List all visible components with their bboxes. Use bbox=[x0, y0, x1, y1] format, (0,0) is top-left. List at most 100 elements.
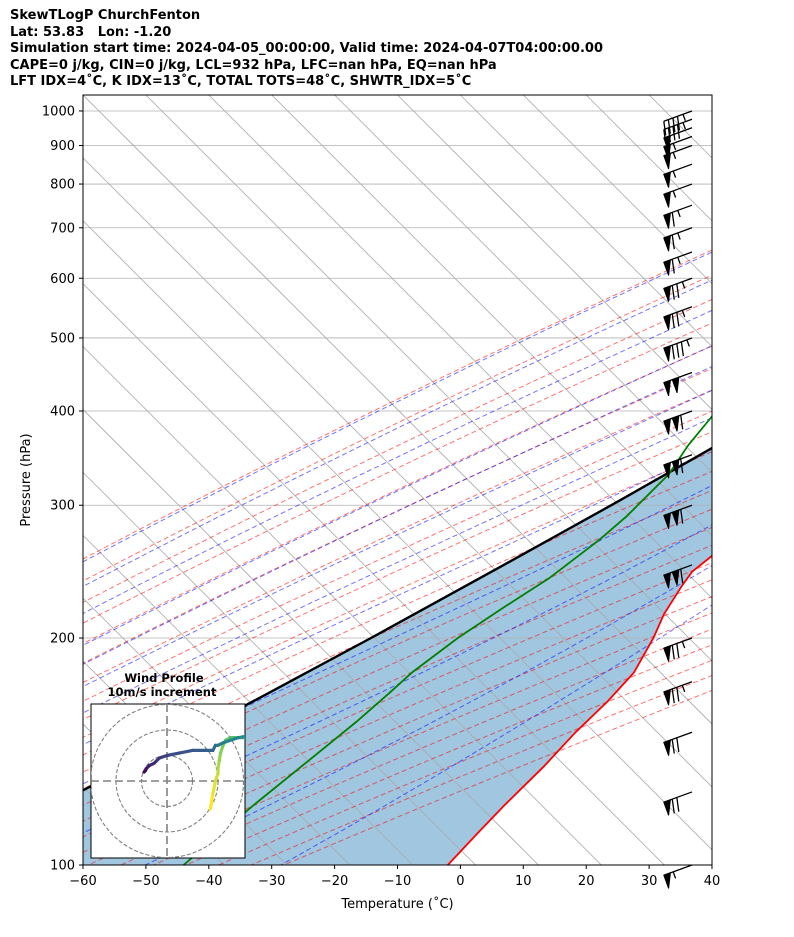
hodograph-segment bbox=[142, 769, 147, 774]
dry-adiabat bbox=[83, 451, 712, 739]
parcel-profile-line bbox=[83, 446, 712, 792]
moist-adiabat bbox=[83, 251, 712, 563]
wind-barb bbox=[663, 227, 693, 252]
isotherm bbox=[83, 283, 665, 865]
y-tick-label: 600 bbox=[50, 272, 75, 287]
hodograph-segment bbox=[211, 779, 218, 796]
isotherm bbox=[83, 157, 712, 788]
wind-barb bbox=[663, 183, 693, 208]
dry-adiabat bbox=[83, 322, 712, 624]
dry-adiabat bbox=[83, 298, 712, 603]
dry-adiabat bbox=[83, 579, 712, 853]
y-tick-label: 700 bbox=[50, 221, 75, 236]
x-axis-label: Temperature (˚C) bbox=[340, 896, 453, 912]
chart-header: SkewTLogP ChurchFenton Lat: 53.83 Lon: -… bbox=[10, 8, 603, 91]
x-tick-label: 20 bbox=[578, 874, 595, 889]
isotherm bbox=[83, 346, 602, 865]
dry-adiabat bbox=[283, 689, 712, 865]
wind-barb bbox=[663, 864, 693, 889]
x-tick-label: 40 bbox=[704, 874, 721, 889]
hodograph-segment bbox=[236, 734, 245, 740]
wind-barb bbox=[663, 454, 693, 479]
moist-adiabat bbox=[83, 345, 712, 646]
wind-barb bbox=[663, 337, 693, 362]
cape-line: CAPE=0 j/kg, CIN=0 j/kg, LCL=932 hPa, LF… bbox=[10, 57, 497, 73]
wind-barb bbox=[663, 110, 693, 136]
wind-barb bbox=[663, 637, 693, 662]
isotherm bbox=[711, 95, 712, 96]
x-tick-label: −50 bbox=[132, 874, 159, 889]
moist-adiabat bbox=[83, 279, 712, 588]
dry-adiabat bbox=[83, 274, 712, 582]
wind-barb bbox=[663, 564, 693, 589]
chart-title: SkewTLogP ChurchFenton bbox=[10, 8, 201, 23]
wind-barb bbox=[663, 410, 693, 435]
dewpoint-line bbox=[183, 414, 712, 865]
wind-barb bbox=[663, 144, 693, 170]
dry-adiabat bbox=[83, 389, 712, 683]
y-tick-label: 300 bbox=[50, 499, 75, 514]
inset-subtitle: 10m/s increment bbox=[108, 685, 217, 699]
y-tick-label: 1000 bbox=[42, 104, 75, 119]
isotherm bbox=[460, 95, 712, 348]
dry-adiabat bbox=[83, 562, 712, 838]
x-tick-label: 30 bbox=[641, 874, 658, 889]
dry-adiabat bbox=[185, 644, 712, 865]
x-tick-label: 0 bbox=[456, 874, 464, 889]
dry-adiabat bbox=[218, 659, 712, 865]
isotherm bbox=[83, 408, 539, 865]
isotherm bbox=[83, 534, 413, 865]
wind-barb bbox=[663, 504, 693, 529]
isotherm bbox=[334, 95, 712, 473]
time-line: Simulation start time: 2024-04-05_00:00:… bbox=[10, 41, 603, 56]
moist-adiabat bbox=[83, 524, 712, 834]
wind-barb bbox=[663, 371, 693, 397]
moist-adiabat bbox=[83, 448, 712, 746]
isotherm bbox=[397, 95, 712, 411]
isotherm bbox=[83, 95, 712, 725]
y-tick-label: 100 bbox=[50, 859, 75, 874]
wind-barb bbox=[663, 204, 693, 229]
hodograph-segment bbox=[221, 736, 240, 745]
x-tick-label: 10 bbox=[515, 874, 532, 889]
y-tick-label: 500 bbox=[50, 331, 75, 346]
hodograph-segment bbox=[208, 792, 215, 811]
isotherm bbox=[523, 95, 712, 285]
moist-adiabat bbox=[83, 365, 712, 665]
wind-barb bbox=[663, 251, 693, 276]
wind-barb bbox=[663, 277, 693, 302]
isotherm bbox=[145, 95, 712, 662]
dry-adiabat bbox=[153, 628, 712, 865]
y-axis-label: Pressure (hPa) bbox=[19, 433, 34, 526]
y-tick-label: 800 bbox=[50, 178, 75, 193]
wind-barb bbox=[663, 306, 693, 331]
inset-title: Wind Profile bbox=[124, 671, 204, 685]
x-tick-label: −40 bbox=[195, 874, 222, 889]
dry-adiabat bbox=[83, 249, 712, 560]
moist-adiabat bbox=[83, 389, 712, 688]
temperature-line bbox=[447, 554, 712, 865]
location-line: Lat: 53.83 Lon: -1.20 bbox=[10, 24, 172, 40]
isotherm bbox=[83, 220, 712, 851]
x-tick-label: −20 bbox=[321, 874, 348, 889]
y-tick-label: 400 bbox=[50, 405, 75, 420]
moist-adiabat bbox=[83, 484, 712, 785]
y-tick-label: 900 bbox=[50, 139, 75, 154]
indices-line: LFT IDX=4˚C, K IDX=13˚C, TOTAL TOTS=48˚C… bbox=[10, 74, 472, 89]
wind-barb bbox=[663, 681, 693, 706]
wind-barb bbox=[663, 731, 693, 756]
hodograph-ring bbox=[91, 704, 245, 858]
isotherm bbox=[208, 95, 712, 599]
hodograph-segment bbox=[178, 748, 195, 755]
x-tick-label: −60 bbox=[69, 874, 96, 889]
hodograph-segment bbox=[165, 751, 182, 758]
y-tick-label: 200 bbox=[50, 632, 75, 647]
isotherm bbox=[83, 471, 476, 865]
wind-barb bbox=[663, 163, 693, 188]
dry-adiabat bbox=[83, 544, 712, 822]
x-tick-label: −30 bbox=[258, 874, 285, 889]
x-tick-label: −10 bbox=[384, 874, 411, 889]
wind-barb bbox=[663, 791, 693, 816]
dry-adiabat bbox=[83, 345, 712, 645]
